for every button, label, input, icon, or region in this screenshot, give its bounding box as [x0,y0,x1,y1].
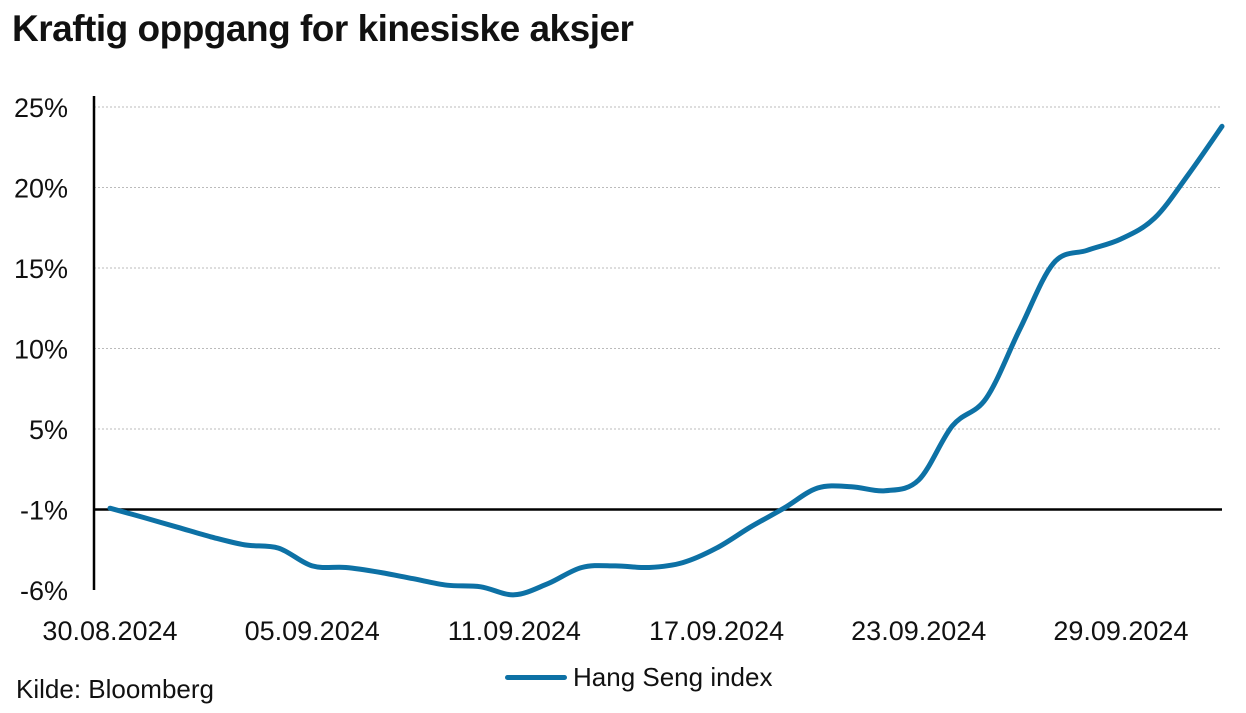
y-tick-label: 5% [29,415,68,445]
legend: Hang Seng index [505,662,772,693]
source-note: Kilde: Bloomberg [16,674,214,704]
y-tick-label: -6% [20,576,68,606]
axes [92,96,1222,590]
y-tick-label: 15% [14,254,68,284]
legend-swatch [505,675,567,680]
legend-label: Hang Seng index [573,662,773,692]
y-tick-label: 25% [14,93,68,123]
y-tick-label: -1% [20,496,68,526]
gridlines [94,106,1222,430]
x-tick-label: 23.09.2024 [851,616,986,646]
x-tick-labels: 30.08.2024 05.09.2024 11.09.2024 17.09.2024… [42,616,1188,646]
y-tick-labels: 25% 20% 15% 10% 5% -1% -6% [14,93,68,606]
x-tick-label: 11.09.2024 [448,616,581,646]
series-layer [107,123,1225,598]
chart-title: Kraftig oppgang for kinesiske aksjer [12,8,634,49]
x-tick-label: 05.09.2024 [245,616,380,646]
series-line-hang-seng [107,123,1225,598]
x-tick-label: 29.09.2024 [1053,616,1188,646]
y-tick-label: 10% [14,335,68,365]
x-tick-label: 17.09.2024 [649,616,784,646]
x-tick-label: 30.08.2024 [42,616,177,646]
y-tick-label: 20% [14,174,68,204]
